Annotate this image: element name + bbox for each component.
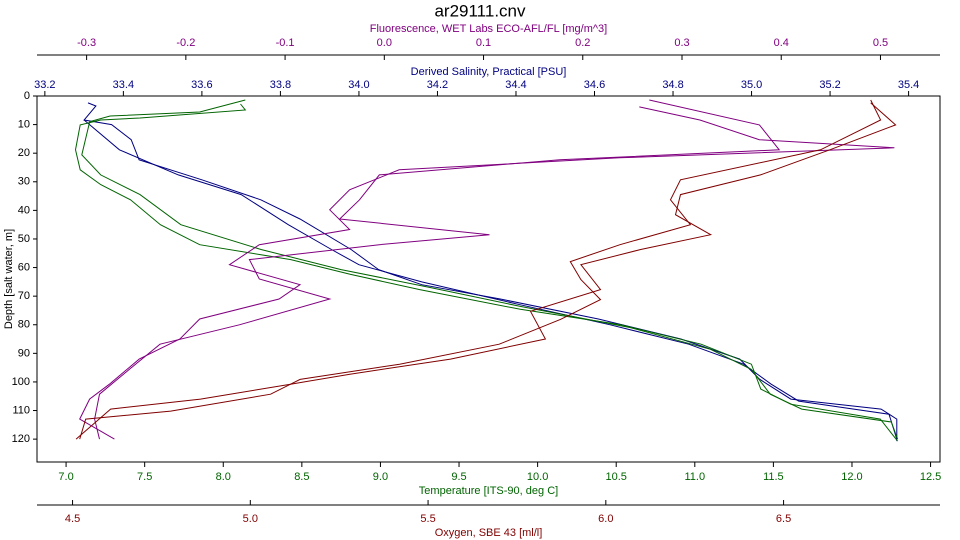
x-tick-label: -0.2 <box>176 37 195 49</box>
profile-line <box>81 99 899 440</box>
x-tick-label: 34.6 <box>584 79 605 91</box>
y-tick-label: 70 <box>18 290 30 302</box>
x-tick-label: 6.5 <box>776 513 791 525</box>
y-tick-label: 10 <box>18 119 30 131</box>
x-tick-label: 7.0 <box>58 471 73 483</box>
y-tick-label: 110 <box>12 404 30 416</box>
x-tick-label: 33.8 <box>270 79 291 91</box>
profile-line <box>75 102 897 440</box>
y-tick-label: 120 <box>12 433 30 445</box>
x-tick-label: 33.2 <box>34 79 55 91</box>
x-tick-label: 8.5 <box>294 471 309 483</box>
profile-line <box>79 99 882 440</box>
x-tick-label: 4.5 <box>65 513 80 525</box>
x-tick-label: -0.3 <box>77 37 96 49</box>
x-tick-label: 34.4 <box>505 79 526 91</box>
x-tick-label: 34.8 <box>662 79 683 91</box>
y-axis-title: Depth [salt water, m] <box>3 229 15 329</box>
x-tick-label: 9.5 <box>451 471 466 483</box>
x-tick-label: 0.2 <box>575 37 590 49</box>
x-tick-label: 35.0 <box>741 79 762 91</box>
plot-frame <box>36 95 941 463</box>
x-tick-label: 0.4 <box>774 37 789 49</box>
x-tick-label: 0.0 <box>377 37 392 49</box>
x-tick-label: 6.0 <box>598 513 613 525</box>
x-tick-label: 33.6 <box>191 79 212 91</box>
x-axis-title: Oxygen, SBE 43 [ml/l] <box>435 527 543 539</box>
x-tick-label: 0.3 <box>674 37 689 49</box>
x-axis-title: Temperature [ITS-90, deg C] <box>419 485 558 497</box>
y-tick-label: 30 <box>18 176 30 188</box>
x-tick-label: 10.5 <box>605 471 626 483</box>
y-tick-label: 100 <box>12 376 30 388</box>
x-tick-label: 5.0 <box>243 513 258 525</box>
x-tick-label: 11.5 <box>763 471 784 483</box>
x-axis-title: Derived Salinity, Practical [PSU] <box>411 66 567 78</box>
y-tick-label: 60 <box>18 261 30 273</box>
x-axis-title: Fluorescence, WET Labs ECO-AFL/FL [mg/m^… <box>370 23 607 35</box>
x-tick-label: 5.5 <box>420 513 435 525</box>
x-tick-label: -0.1 <box>276 37 295 49</box>
profile-line <box>74 103 898 442</box>
y-tick-label: 20 <box>18 147 30 159</box>
x-tick-label: 34.2 <box>427 79 448 91</box>
x-tick-label: 11.0 <box>685 471 706 483</box>
chart-title: ar29111.cnv <box>434 1 526 20</box>
x-tick-label: 35.4 <box>898 79 919 91</box>
profile-line <box>79 106 895 440</box>
y-tick-label: 40 <box>18 204 30 216</box>
x-tick-label: 0.1 <box>476 37 491 49</box>
x-tick-label: 8.0 <box>216 471 231 483</box>
x-tick-label: 7.5 <box>137 471 152 483</box>
x-tick-label: 0.5 <box>873 37 888 49</box>
x-tick-label: 12.5 <box>920 471 941 483</box>
y-tick-label: 0 <box>24 90 30 102</box>
y-tick-label: 80 <box>18 319 30 331</box>
profile-line <box>83 119 898 440</box>
x-tick-label: 12.0 <box>841 471 862 483</box>
x-tick-label: 35.2 <box>819 79 840 91</box>
x-tick-label: 33.4 <box>113 79 134 91</box>
profile-line <box>94 99 781 440</box>
y-tick-label: 50 <box>18 233 30 245</box>
y-tick-label: 90 <box>18 347 30 359</box>
x-tick-label: 34.0 <box>348 79 369 91</box>
x-tick-label: 10.0 <box>527 471 548 483</box>
x-tick-label: 9.0 <box>373 471 388 483</box>
